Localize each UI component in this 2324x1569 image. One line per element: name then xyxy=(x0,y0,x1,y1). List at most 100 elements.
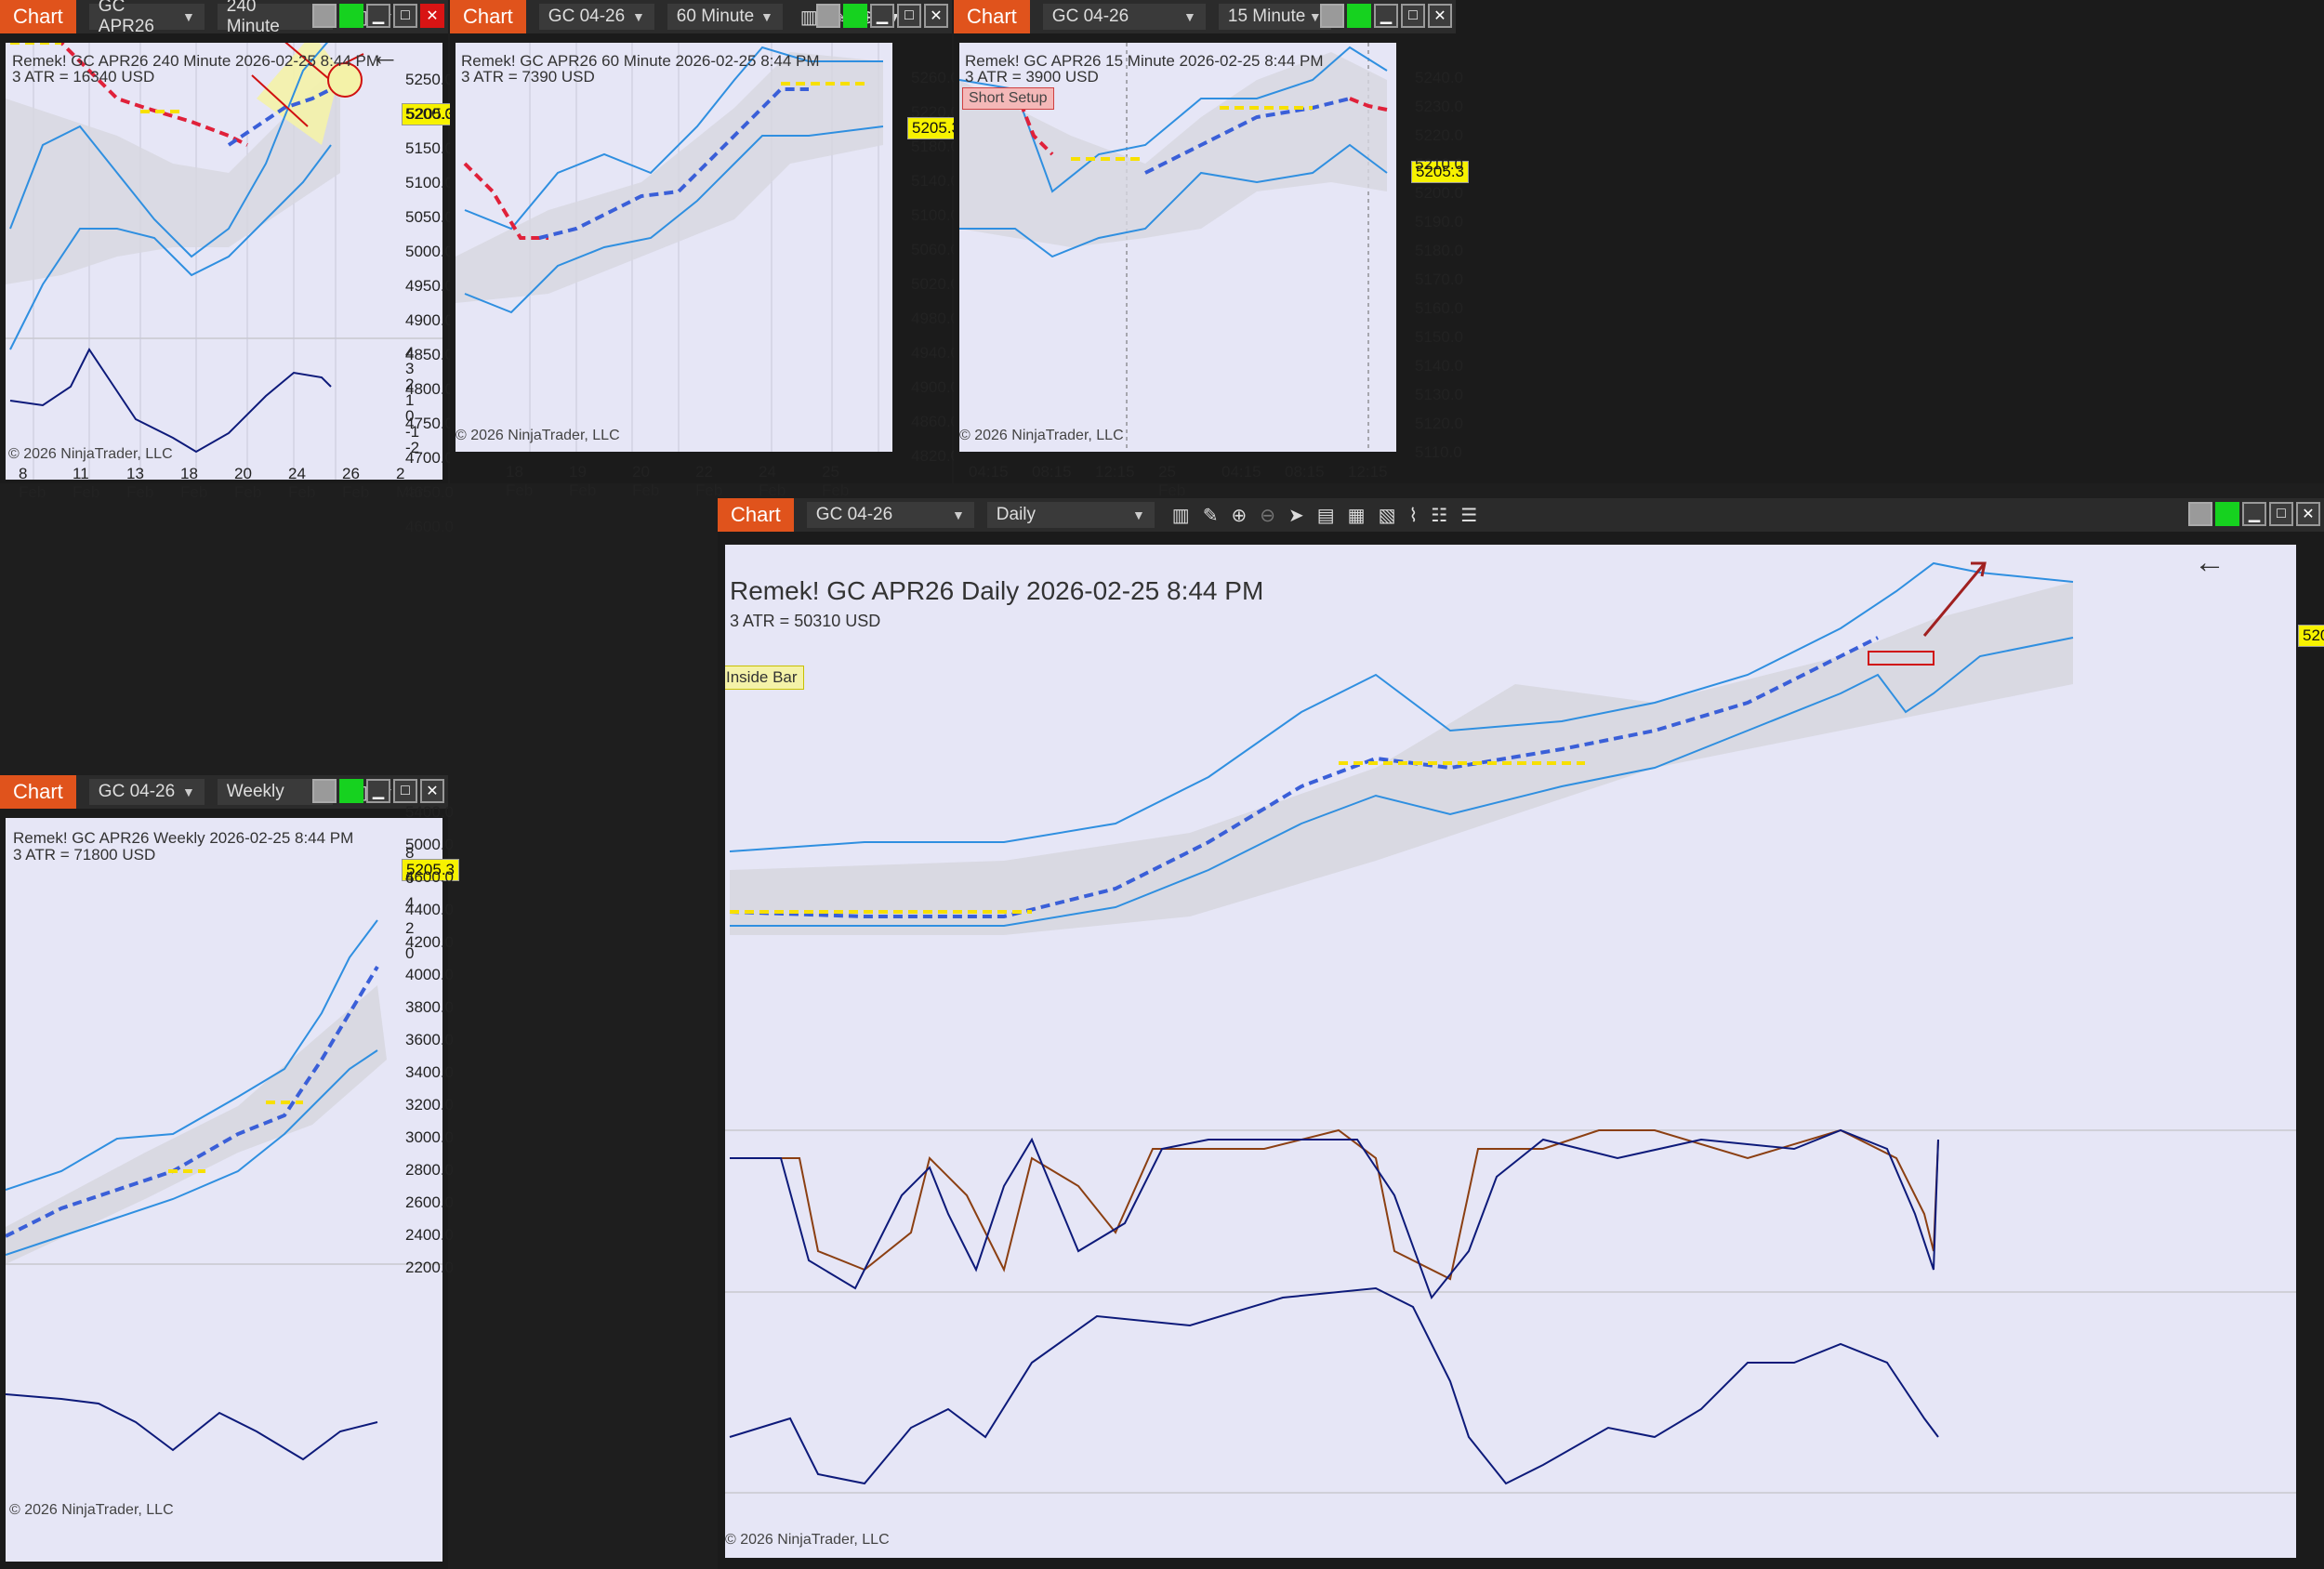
axis-label: 5150.0 xyxy=(1415,328,1463,346)
axis-label: 2200.0 xyxy=(405,1259,454,1276)
price-panel[interactable]: Remek! GC APR26 Daily 2026-02-25 8:44 PM… xyxy=(725,545,2296,1558)
instrument-value: GC APR26 xyxy=(98,0,154,36)
chart-style-icon[interactable]: ▥ xyxy=(1171,505,1190,526)
templates-icon[interactable]: ▦ xyxy=(1347,505,1366,526)
axis-label: 2 Mar xyxy=(396,465,424,501)
maximize-button[interactable]: □ xyxy=(2269,502,2293,526)
maximize-button[interactable]: □ xyxy=(1401,4,1425,28)
axis-label: 5130.0 xyxy=(1415,386,1463,403)
axis-label: 4900.0 xyxy=(911,378,959,396)
close-button[interactable]: ✕ xyxy=(420,4,444,28)
link-button[interactable] xyxy=(1320,4,1344,28)
interval-selector[interactable]: 15 Minute ▼ xyxy=(1218,4,1331,30)
back-arrow-icon[interactable]: ← xyxy=(370,43,400,72)
link-color-button[interactable] xyxy=(339,4,363,28)
axis-label: 04:15 xyxy=(969,463,1009,481)
window-toolbar: Chart GC 04-26 ▼ Daily ▼ ▥ ✎ ⊕ ⊖ ➤ ▤ ▦ ▧ ⌇… xyxy=(718,498,2324,532)
maximize-button[interactable]: □ xyxy=(393,779,417,803)
minimize-button[interactable]: ▁ xyxy=(366,779,390,803)
axis-label: 08:15 xyxy=(1285,463,1325,481)
axis-label: 5190.0 xyxy=(1415,213,1463,231)
interval-selector[interactable]: 60 Minute ▼ xyxy=(667,4,783,30)
chart-tab[interactable]: Chart xyxy=(954,0,1030,33)
axis-label: 4000.0 xyxy=(405,966,454,983)
instrument-value: GC 04-26 xyxy=(98,782,176,801)
copyright: © 2026 NinjaTrader, LLC xyxy=(725,1532,890,1548)
price-panel[interactable]: Remek! GC APR26 240 Minute 2026-02-25 8:… xyxy=(6,43,442,480)
link-button[interactable] xyxy=(312,4,337,28)
axis-label: 25 Feb xyxy=(822,463,850,499)
chart-tab[interactable]: Chart xyxy=(718,498,794,532)
instrument-selector[interactable]: GC 04-26 ▼ xyxy=(538,4,654,30)
close-button[interactable]: ✕ xyxy=(1428,4,1452,28)
axis-label: 5100.0 xyxy=(405,174,454,191)
axis-label: 18 Feb xyxy=(180,465,208,501)
chart-svg-weekly xyxy=(6,919,442,1461)
close-button[interactable]: ✕ xyxy=(420,779,444,803)
axis-label: 4600.0 xyxy=(405,518,454,535)
instrument-selector[interactable]: GC APR26 ▼ xyxy=(88,0,205,36)
price-panel[interactable]: Remek! GC APR26 Weekly 2026-02-25 8:44 P… xyxy=(6,818,442,1562)
maximize-button[interactable]: □ xyxy=(897,4,921,28)
axis-label: 5240.0 xyxy=(1415,69,1463,86)
indicators-icon[interactable]: ⌇ xyxy=(1408,505,1419,526)
strategies-icon[interactable]: ▧ xyxy=(1378,505,1396,526)
link-button[interactable] xyxy=(816,4,840,28)
minimize-button[interactable]: ▁ xyxy=(2242,502,2266,526)
instrument-value: GC 04-26 xyxy=(815,505,893,524)
back-arrow-icon[interactable]: ← xyxy=(2194,545,2225,580)
properties-icon[interactable]: ☷ xyxy=(1431,505,1448,526)
instrument-selector[interactable]: GC 04-26 ▼ xyxy=(1042,4,1206,30)
close-button[interactable]: ✕ xyxy=(2296,502,2320,526)
axis-label: 5000.0 xyxy=(405,243,454,260)
instrument-selector[interactable]: GC 04-26 ▼ xyxy=(806,502,974,528)
chart-window-daily: Chart GC 04-26 ▼ Daily ▼ ▥ ✎ ⊕ ⊖ ➤ ▤ ▦ ▧ ⌇… xyxy=(718,498,2324,1569)
atr-label: 3 ATR = 50310 USD xyxy=(730,612,881,630)
axis-label: 2600.0 xyxy=(405,1193,454,1211)
minimize-button[interactable]: ▁ xyxy=(1374,4,1398,28)
list-icon[interactable]: ☰ xyxy=(1460,505,1478,526)
link-button[interactable] xyxy=(2188,502,2212,526)
close-button[interactable]: ✕ xyxy=(924,4,948,28)
chevron-down-icon: ▼ xyxy=(1308,9,1322,24)
minimize-button[interactable]: ▁ xyxy=(366,4,390,28)
link-color-button[interactable] xyxy=(2215,502,2239,526)
chart-tab[interactable]: Chart xyxy=(450,0,526,33)
draw-pencil-icon[interactable]: ✎ xyxy=(1202,505,1219,526)
data-box-icon[interactable]: ▤ xyxy=(1316,505,1335,526)
chart-header: Remek! GC APR26 60 Minute 2026-02-25 8:4… xyxy=(461,52,820,70)
zoom-in-icon[interactable]: ⊕ xyxy=(1231,505,1248,526)
link-button[interactable] xyxy=(312,779,337,803)
axis-label: 18 Feb xyxy=(506,463,534,499)
chart-tab[interactable]: Chart xyxy=(0,775,76,809)
chart-style-icon[interactable]: ▥ xyxy=(799,7,818,28)
chart-window-60min: Chart GC 04-26▼ 60 Minute▼ ▥✎⊕▼ ▁ □ ✕ xyxy=(450,0,965,499)
link-color-button[interactable] xyxy=(843,4,867,28)
axis-label: 2800.0 xyxy=(405,1161,454,1179)
chart-tab[interactable]: Chart xyxy=(0,0,76,33)
interval-value: Weekly xyxy=(226,782,284,801)
axis-label: 4940.0 xyxy=(911,344,959,362)
maximize-button[interactable]: □ xyxy=(393,4,417,28)
link-color-button[interactable] xyxy=(339,779,363,803)
interval-value: 240 Minute xyxy=(226,0,280,36)
zoom-out-icon[interactable]: ⊖ xyxy=(1260,505,1275,526)
axis-label: 5060.0 xyxy=(911,241,959,258)
axis-label: 2 xyxy=(405,376,415,393)
axis-label: 12:15 xyxy=(1095,463,1135,481)
chevron-down-icon: ▼ xyxy=(1183,9,1196,24)
minimize-button[interactable]: ▁ xyxy=(870,4,894,28)
interval-selector[interactable]: Daily ▼ xyxy=(986,502,1155,528)
price-panel[interactable]: Remek! GC APR26 15 Minute 2026-02-25 8:4… xyxy=(959,43,1396,452)
axis-label: 3600.0 xyxy=(405,1031,454,1048)
axis-label: 4 xyxy=(405,894,415,912)
axis-label: 3 xyxy=(405,360,415,377)
axis-label: 5260.0 xyxy=(911,69,959,86)
instrument-selector[interactable]: GC 04-26 ▼ xyxy=(88,779,205,805)
axis-label: 5210.0 xyxy=(1415,155,1463,173)
pointer-icon[interactable]: ➤ xyxy=(1288,505,1304,526)
price-panel[interactable]: Remek! GC APR26 60 Minute 2026-02-25 8:4… xyxy=(456,43,892,452)
axis-label: 4980.0 xyxy=(911,310,959,327)
chart-header: Remek! GC APR26 Weekly 2026-02-25 8:44 P… xyxy=(13,829,354,847)
link-color-button[interactable] xyxy=(1347,4,1371,28)
